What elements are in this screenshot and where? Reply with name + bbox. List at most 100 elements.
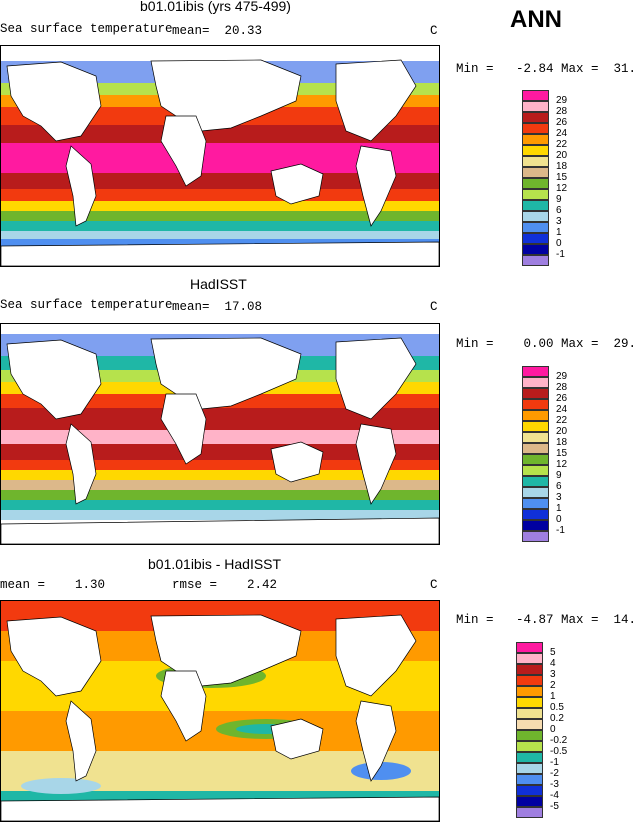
panel3-colorbar-label: 3 <box>550 669 556 680</box>
panel2-map-svg <box>1 324 439 544</box>
panel1-colorbar-label: 24 <box>556 128 568 139</box>
panel3-mean: mean = 1.30 <box>0 578 106 592</box>
panel3-colorbar-swatch <box>516 697 543 708</box>
panel2-variable-label: Sea surface temperature <box>0 298 173 312</box>
panel2-map <box>0 323 440 545</box>
panel2-colorbar-label: 9 <box>556 470 562 481</box>
panel3-colorbar-swatch <box>516 686 543 697</box>
panel2-colorbar-swatch <box>522 454 549 465</box>
panel1-colorbar-label: 6 <box>556 205 562 216</box>
panel1-colorbar-swatch <box>522 244 549 255</box>
panel2-colorbar-label: 29 <box>556 371 568 382</box>
panel1-colorbar-swatch <box>522 123 549 134</box>
panel3-colorbar-swatch <box>516 642 543 653</box>
panel3-colorbar-label: 1 <box>550 691 556 702</box>
panel2-colorbar-label: 24 <box>556 404 568 415</box>
panel3-colorbar-label: 0.5 <box>550 702 564 713</box>
panel1-units: C <box>430 24 438 38</box>
panel2-colorbar-label: 6 <box>556 481 562 492</box>
season-label: ANN <box>510 6 562 33</box>
panel3-colorbar-label: 5 <box>550 647 556 658</box>
panel2-colorbar-label: -1 <box>556 525 565 536</box>
panel3-colorbar-swatch <box>516 653 543 664</box>
panel2-colorbar-swatch <box>522 388 549 399</box>
panel1-colorbar-swatch <box>522 90 549 101</box>
panel3-colorbar-swatch <box>516 796 543 807</box>
panel1-colorbar-label: 28 <box>556 106 568 117</box>
panel1-colorbar-swatch <box>522 189 549 200</box>
panel1-minmax: Min = -2.84 Max = 31.05 <box>456 62 634 76</box>
panel1-colorbar-label: 15 <box>556 172 568 183</box>
panel3-colorbar-label: 2 <box>550 680 556 691</box>
panel2-colorbar-swatch <box>522 498 549 509</box>
panel2-colorbar-swatch <box>522 487 549 498</box>
panel2-colorbar-swatch <box>522 443 549 454</box>
panel2-colorbar-swatch <box>522 377 549 388</box>
panel1-colorbar-swatch <box>522 101 549 112</box>
panel3-colorbar-label: -2 <box>550 768 559 779</box>
panel2-colorbar-label: 20 <box>556 426 568 437</box>
panel3-colorbar-swatch <box>516 807 543 818</box>
panel1-map <box>0 45 440 267</box>
panel2-colorbar-swatch <box>522 410 549 421</box>
panel1-colorbar-swatch <box>522 200 549 211</box>
panel3-minmax: Min = -4.87 Max = 14.94 <box>456 613 634 627</box>
panel3-colorbar-swatch <box>516 719 543 730</box>
panel1-mean: mean= 20.33 <box>172 24 263 38</box>
panel3-colorbar-label: 4 <box>550 658 556 669</box>
panel1-colorbar-swatch <box>522 134 549 145</box>
panel1-colorbar-label: 12 <box>556 183 568 194</box>
panel3-colorbar-swatch <box>516 664 543 675</box>
panel2-colorbar-label: 26 <box>556 393 568 404</box>
panel1-title: b01.01ibis (yrs 475-499) <box>140 0 291 14</box>
panel3-colorbar-label: -0.2 <box>550 735 568 746</box>
panel1-colorbar-label: -1 <box>556 249 565 260</box>
panel1-colorbar-swatch <box>522 167 549 178</box>
panel1-colorbar-swatch <box>522 233 549 244</box>
panel2-colorbar-swatch <box>522 421 549 432</box>
panel1-colorbar-label: 3 <box>556 216 562 227</box>
panel3-rmse: rmse = 2.42 <box>172 578 278 592</box>
panel3-colorbar-label: 0.2 <box>550 713 564 724</box>
panel1-colorbar-swatch <box>522 112 549 123</box>
panel2-colorbar-swatch <box>522 465 549 476</box>
panel2-colorbar-swatch <box>522 531 549 542</box>
panel3-colorbar-label: -4 <box>550 790 559 801</box>
panel3-colorbar-label: -3 <box>550 779 559 790</box>
panel1-colorbar-label: 26 <box>556 117 568 128</box>
panel3-units: C <box>430 578 438 592</box>
panel2-colorbar-label: 1 <box>556 503 562 514</box>
panel2-title: HadISST <box>190 276 247 292</box>
panel1-colorbar-swatch <box>522 156 549 167</box>
panel1-colorbar-label: 18 <box>556 161 568 172</box>
panel3-colorbar-swatch <box>516 741 543 752</box>
panel1-colorbar-label: 22 <box>556 139 568 150</box>
panel1-colorbar-label: 29 <box>556 95 568 106</box>
panel1-colorbar-label: 20 <box>556 150 568 161</box>
panel2-colorbar-swatch <box>522 432 549 443</box>
panel3-colorbar-label: -0.5 <box>550 746 568 757</box>
panel2-colorbar-swatch <box>522 520 549 531</box>
panel2-minmax: Min = 0.00 Max = 29.56 <box>456 337 634 351</box>
panel3-colorbar-label: 0 <box>550 724 556 735</box>
panel2-colorbar-swatch <box>522 399 549 410</box>
panel1-colorbar-swatch <box>522 255 549 266</box>
panel1-colorbar-swatch <box>522 178 549 189</box>
panel3-colorbar-swatch <box>516 785 543 796</box>
panel2-colorbar-label: 22 <box>556 415 568 426</box>
panel2-colorbar-label: 28 <box>556 382 568 393</box>
panel3-title: b01.01ibis - HadISST <box>148 556 282 572</box>
panel3-colorbar-swatch <box>516 675 543 686</box>
panel2-colorbar-swatch <box>522 476 549 487</box>
panel2-colorbar-swatch <box>522 366 549 377</box>
panel3-colorbar-swatch <box>516 752 543 763</box>
panel2-mean: mean= 17.08 <box>172 300 263 314</box>
panel3-colorbar-label: -1 <box>550 757 559 768</box>
panel1-colorbar-label: 0 <box>556 238 562 249</box>
panel3-map <box>0 600 440 822</box>
panel2-units: C <box>430 300 438 314</box>
panel3-colorbar-swatch <box>516 774 543 785</box>
panel2-colorbar-label: 18 <box>556 437 568 448</box>
panel2-colorbar-label: 15 <box>556 448 568 459</box>
panel3-map-svg <box>1 601 439 821</box>
